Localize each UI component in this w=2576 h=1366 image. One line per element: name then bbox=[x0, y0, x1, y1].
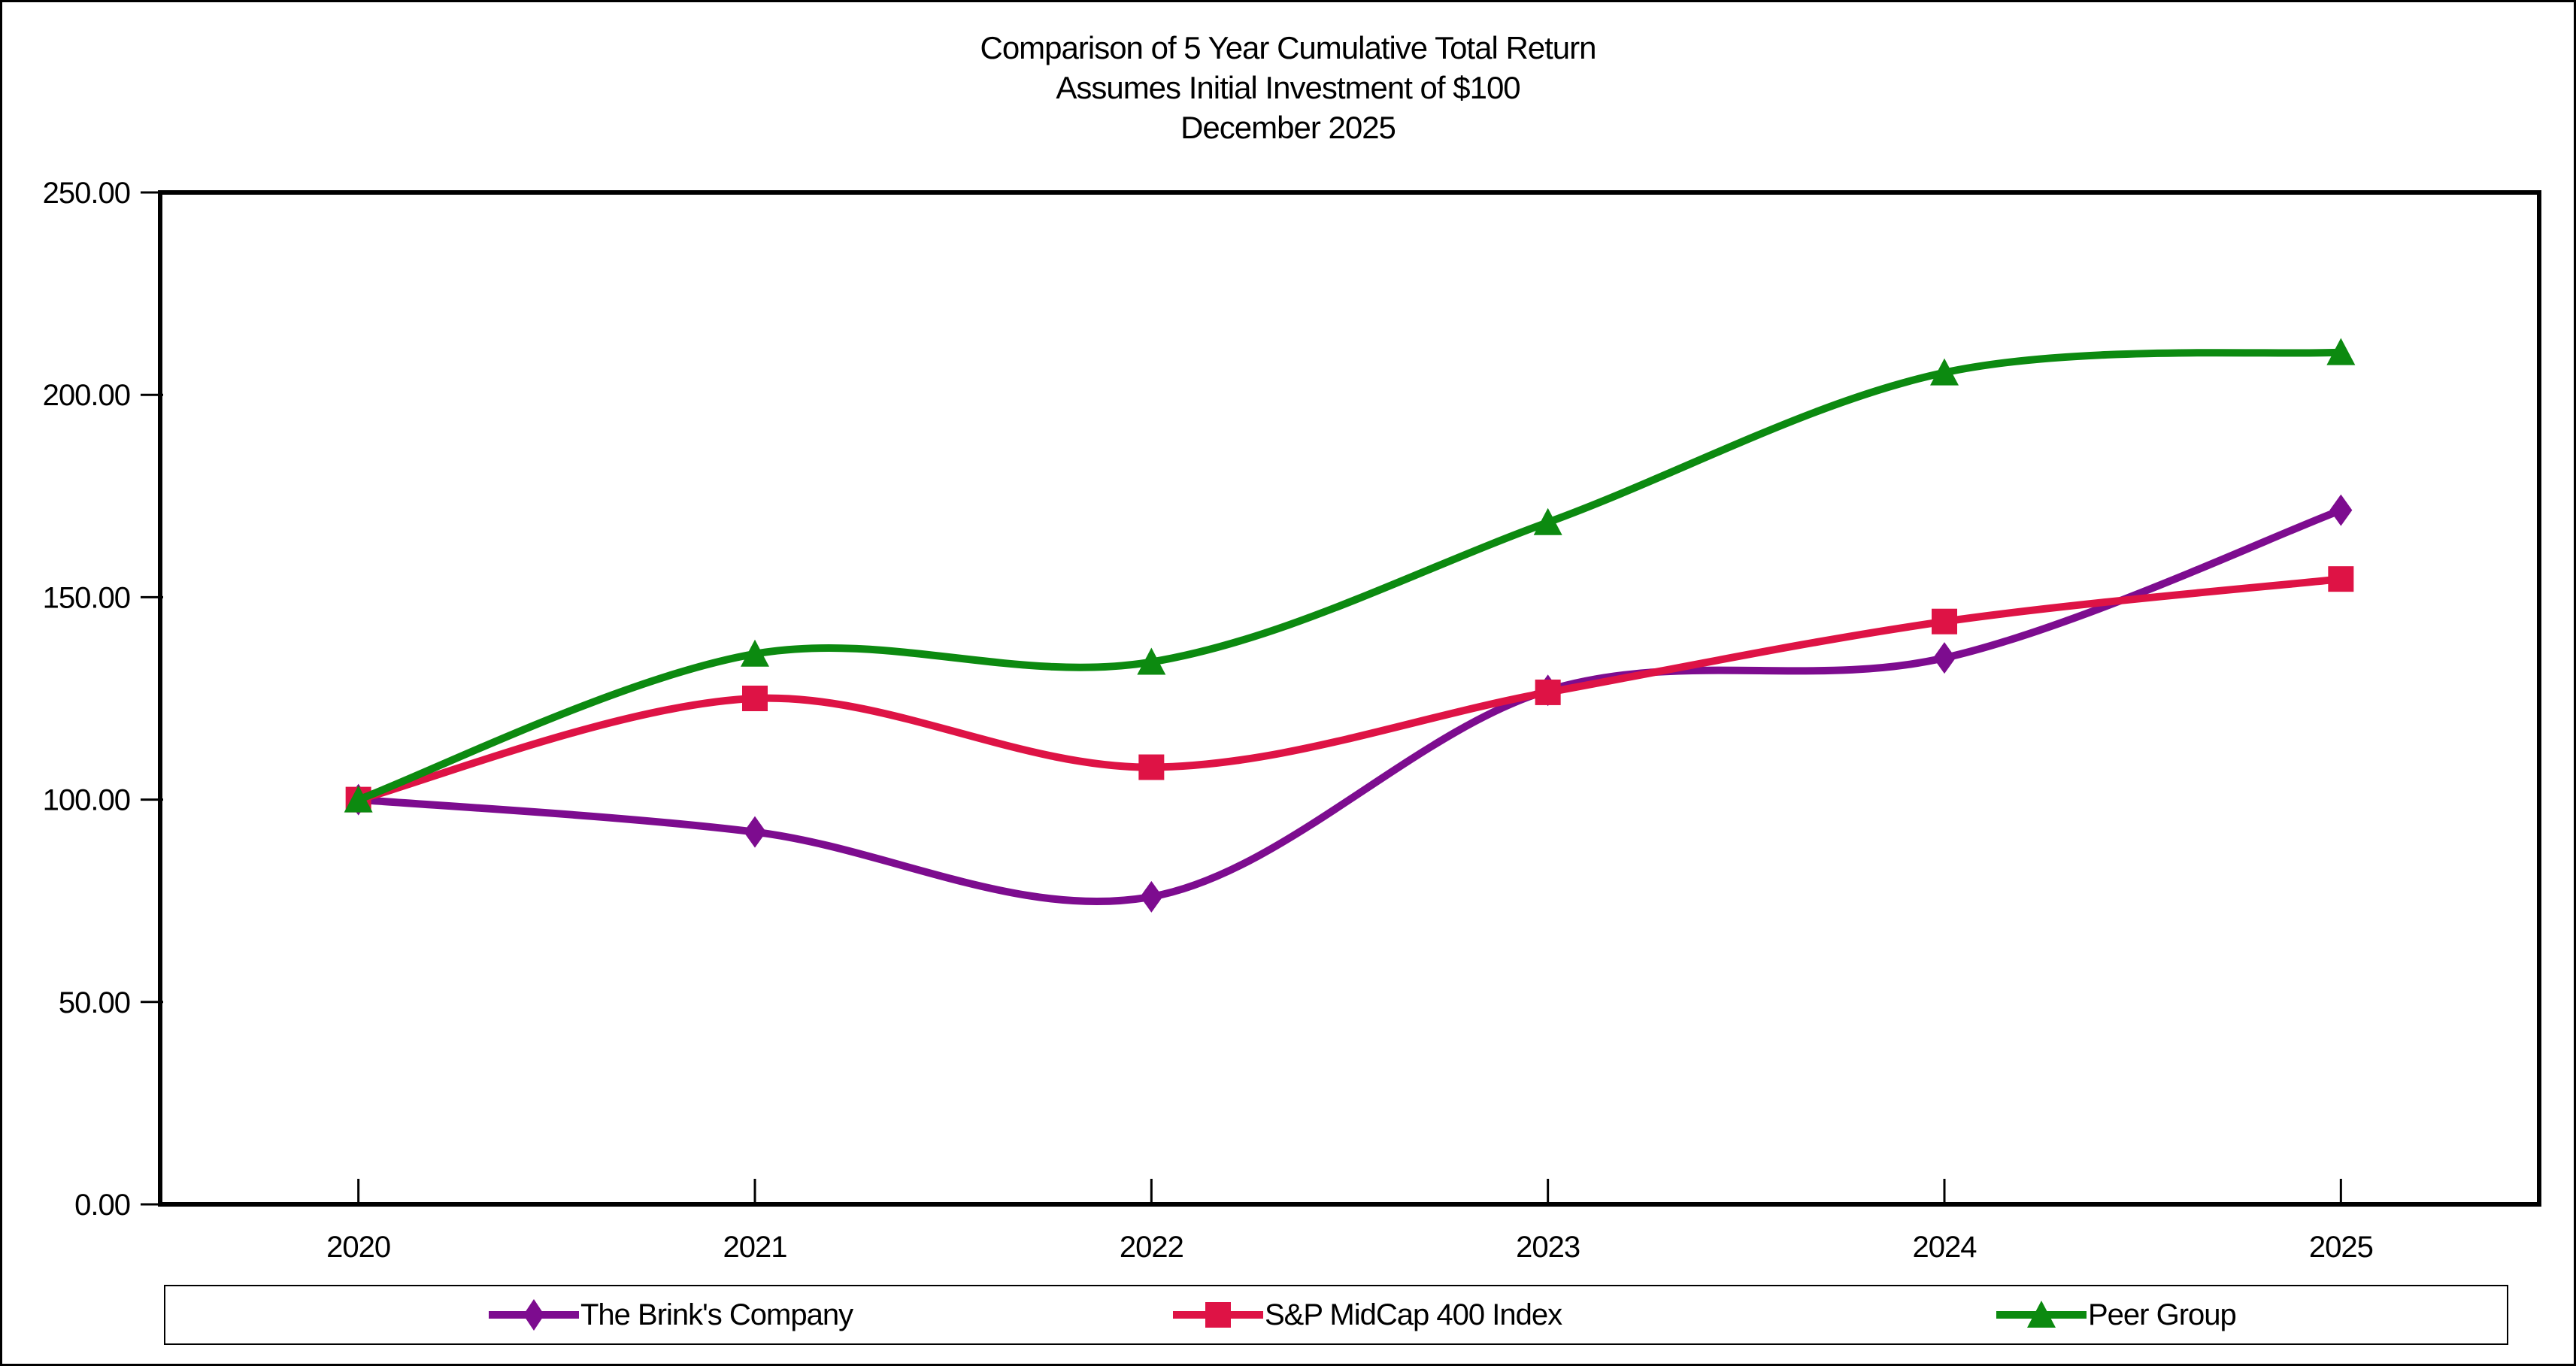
data-point-marker-triangle bbox=[1137, 647, 1166, 675]
data-point-marker-diamond bbox=[1933, 642, 1956, 674]
chart-legend: The Brink's Company S&P MidCap 400 Index… bbox=[164, 1285, 2508, 1345]
legend-label-brinks: The Brink's Company bbox=[580, 1298, 853, 1331]
series-line bbox=[354, 575, 2345, 804]
y-tick-label: 100.00 bbox=[43, 784, 130, 817]
data-point-marker-triangle bbox=[1930, 358, 1959, 386]
y-tick-label: 200.00 bbox=[43, 379, 130, 412]
legend-marker-square-icon bbox=[1173, 1302, 1263, 1328]
series-line bbox=[354, 506, 2345, 906]
data-point-marker-triangle bbox=[1533, 507, 1562, 535]
y-tick-label: 250.00 bbox=[43, 177, 130, 210]
legend-marker-triangle-icon bbox=[1996, 1301, 2087, 1328]
plot-frame bbox=[158, 190, 2541, 1207]
x-tick-label: 2025 bbox=[2309, 1231, 2373, 1264]
legend-item-peer-group[interactable]: Peer Group bbox=[1996, 1296, 2237, 1334]
legend-item-sp-midcap[interactable]: S&P MidCap 400 Index bbox=[1173, 1296, 1562, 1334]
x-tick-label: 2022 bbox=[1120, 1231, 1183, 1264]
legend-label-sp-midcap: S&P MidCap 400 Index bbox=[1265, 1298, 1562, 1331]
data-point-marker-square bbox=[1535, 679, 1561, 705]
y-tick-label: 0.00 bbox=[74, 1189, 130, 1222]
data-point-marker-diamond bbox=[744, 816, 766, 848]
series-line bbox=[354, 348, 2345, 804]
data-point-marker-diamond bbox=[2329, 494, 2353, 526]
legend-item-brinks[interactable]: The Brink's Company bbox=[489, 1296, 853, 1334]
data-point-marker-square bbox=[2328, 566, 2354, 592]
chart-title-block: Comparison of 5 Year Cumulative Total Re… bbox=[2, 28, 2574, 147]
data-point-marker-triangle bbox=[741, 639, 769, 667]
y-tick-label: 50.00 bbox=[59, 986, 130, 1019]
data-point-marker-square bbox=[742, 686, 768, 711]
x-tick-label: 2021 bbox=[723, 1231, 787, 1264]
x-tick-label: 2020 bbox=[326, 1231, 390, 1264]
y-tick-label: 150.00 bbox=[43, 581, 130, 614]
legend-marker-diamond-icon bbox=[489, 1299, 579, 1331]
x-tick-label: 2024 bbox=[1913, 1231, 1977, 1264]
legend-label-peer-group: Peer Group bbox=[2088, 1298, 2237, 1331]
chart-title-line-3: December 2025 bbox=[1180, 110, 1396, 145]
data-point-marker-diamond bbox=[1140, 880, 1163, 913]
data-point-marker-triangle bbox=[344, 785, 373, 813]
chart-title-line-1: Comparison of 5 Year Cumulative Total Re… bbox=[980, 30, 1596, 65]
data-point-marker-square bbox=[1138, 754, 1165, 780]
chart-title-line-2: Assumes Initial Investment of $100 bbox=[1056, 70, 1520, 105]
data-point-marker-triangle bbox=[2326, 338, 2356, 365]
x-tick-label: 2023 bbox=[1516, 1231, 1580, 1264]
data-point-marker-square bbox=[1932, 608, 1957, 635]
